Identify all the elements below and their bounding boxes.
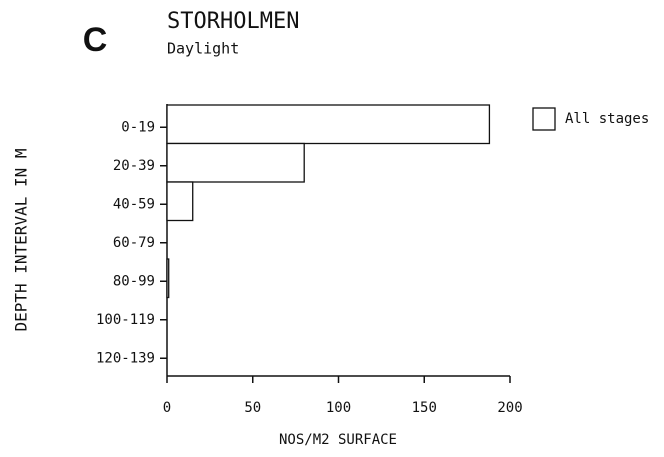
legend-swatch — [532, 107, 556, 131]
x-tick-label: 200 — [497, 400, 522, 416]
chart-title: STORHOLMEN — [167, 9, 299, 34]
x-axis-label: NOS/M2 SURFACE — [279, 432, 397, 448]
x-tick-label: 50 — [244, 400, 261, 416]
chart-subtitle: Daylight — [167, 40, 239, 58]
y-tick-label: 80-99 — [113, 273, 155, 289]
y-tick-label: 0-19 — [121, 119, 155, 135]
y-tick-label: 120-139 — [96, 350, 155, 366]
y-tick-label: 40-59 — [113, 196, 155, 212]
y-axis-label: DEPTH INTERVAL IN M — [12, 148, 31, 331]
legend-label: All stages — [565, 111, 649, 127]
x-tick-label: 150 — [412, 400, 437, 416]
bar — [166, 258, 170, 299]
bar — [166, 104, 491, 145]
y-tick-label: 100-119 — [96, 312, 155, 328]
bar — [166, 181, 194, 222]
x-tick-label: 100 — [326, 400, 351, 416]
y-tick-label: 60-79 — [113, 235, 155, 251]
bar — [166, 142, 305, 183]
y-tick-label: 20-39 — [113, 158, 155, 174]
panel-label: C — [83, 21, 108, 59]
x-tick-label: 0 — [163, 400, 171, 416]
